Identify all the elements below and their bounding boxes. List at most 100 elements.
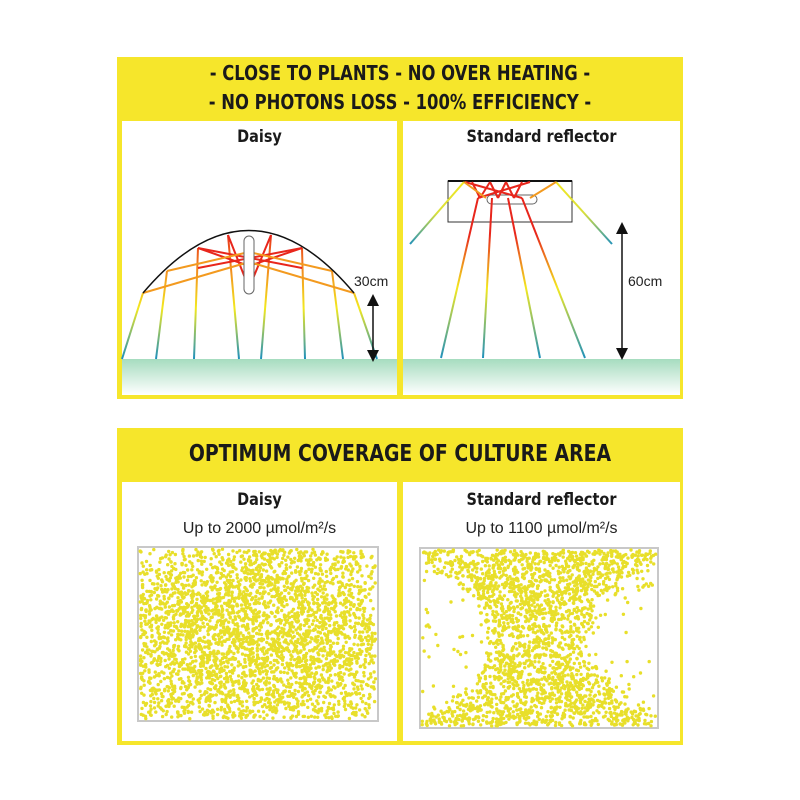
light-dot [188, 694, 192, 699]
light-dot [269, 548, 273, 553]
light-dot [244, 614, 248, 618]
light-dot [287, 649, 291, 654]
light-dot [140, 578, 144, 582]
light-dot [519, 707, 523, 711]
light-dot [270, 693, 274, 697]
light-dot [296, 614, 301, 618]
light-dot [588, 574, 593, 579]
light-dot [341, 664, 345, 669]
light-dot [214, 555, 218, 559]
light-dot [566, 608, 571, 613]
light-dot [259, 678, 263, 683]
light-dot [328, 581, 333, 585]
light-dot [585, 611, 589, 616]
light-dot [152, 706, 157, 710]
light-dot [343, 683, 347, 688]
light-dot [172, 684, 177, 688]
light-dot [139, 634, 143, 639]
light-dot [542, 701, 546, 705]
light-dot [179, 686, 183, 691]
light-dot [370, 685, 375, 689]
light-dot [202, 661, 206, 666]
light-dot [164, 574, 168, 579]
light-dot [176, 644, 181, 649]
light-dot [281, 655, 285, 659]
light-dot [511, 581, 516, 585]
light-dot [362, 609, 366, 614]
light-dot [183, 644, 187, 648]
light-dot [259, 585, 263, 589]
light-dot [299, 623, 303, 627]
light-dot [256, 700, 260, 705]
light-dot [144, 701, 149, 706]
light-dot [231, 549, 235, 553]
light-dot [248, 572, 253, 576]
light-dot [248, 652, 253, 656]
light-dot [639, 606, 643, 611]
light-dot [301, 699, 305, 704]
light-dot [261, 591, 266, 596]
light-dot [357, 588, 362, 593]
light-dot [294, 628, 298, 632]
light-dot [604, 669, 608, 673]
light-dot [156, 697, 160, 701]
light-dot [181, 586, 186, 590]
light-dot [362, 616, 366, 620]
light-dot [357, 691, 362, 696]
light-dot [262, 652, 266, 656]
light-dot [334, 714, 338, 718]
light-dot [147, 620, 152, 625]
light-dot [449, 600, 453, 604]
light-dot [230, 693, 234, 697]
light-dot [514, 595, 518, 599]
light-dot [290, 655, 294, 659]
light-dot [245, 713, 250, 717]
light-dot [227, 637, 231, 641]
light-dot [227, 690, 231, 694]
light-dot [190, 610, 194, 615]
light-dot [236, 624, 240, 629]
light-dot [577, 661, 582, 666]
light-dot [268, 661, 273, 665]
light-dot [317, 683, 321, 687]
light-dot [166, 689, 170, 693]
light-dot [636, 584, 640, 589]
light-dot [432, 564, 436, 568]
light-dot [461, 712, 466, 717]
light-dot [318, 566, 322, 571]
standard-bulb-icon [486, 194, 538, 205]
light-dot [143, 619, 147, 623]
light-dot [542, 607, 547, 611]
light-dot [361, 680, 365, 684]
light-dot [248, 559, 253, 563]
light-dot [280, 561, 284, 565]
light-dot [189, 655, 193, 660]
light-dot [547, 624, 551, 628]
light-dot [202, 653, 206, 657]
light-dot [277, 655, 281, 659]
light-dot [303, 571, 308, 575]
light-dot [336, 636, 340, 641]
light-dot [199, 668, 204, 673]
light-dot [368, 695, 372, 699]
light-dot [288, 565, 292, 569]
light-dot [220, 547, 225, 551]
light-dot [220, 607, 225, 611]
light-dot [226, 573, 230, 577]
light-dot [190, 585, 194, 589]
light-dot [316, 710, 320, 715]
light-dot [306, 563, 311, 567]
light-dot [311, 649, 315, 653]
light-dot [355, 606, 359, 611]
light-dot [299, 649, 303, 653]
light-dot [195, 553, 199, 557]
light-dot [200, 573, 204, 577]
light-dot [244, 664, 248, 669]
light-dot [327, 661, 331, 665]
light-dot [265, 687, 269, 691]
light-dot [366, 677, 371, 681]
light-dot [198, 709, 202, 714]
light-dot [356, 621, 361, 625]
light-dot [261, 568, 265, 572]
light-dot [227, 580, 231, 585]
